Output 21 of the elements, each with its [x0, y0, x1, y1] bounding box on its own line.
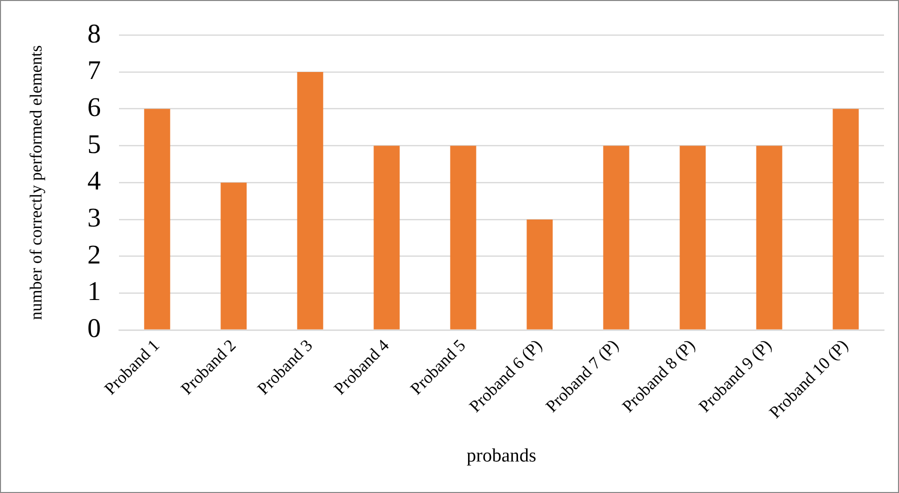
y-tick-label: 8: [87, 18, 101, 48]
bar: [603, 146, 630, 330]
bar: [374, 146, 400, 330]
y-tick-label: 0: [87, 313, 101, 344]
y-tick-label: 6: [87, 92, 101, 122]
y-tick-label: 3: [87, 202, 101, 233]
y-tick-label: 7: [87, 55, 101, 86]
y-tick-label: 4: [87, 166, 102, 196]
y-tick-label: 5: [87, 128, 101, 159]
bar: [832, 108, 859, 330]
y-axis-title: number of correctly performed elements: [26, 45, 46, 320]
bar: [144, 108, 170, 330]
bar: [220, 182, 247, 330]
bar: [297, 72, 324, 330]
bar: [450, 146, 476, 330]
bar: [756, 146, 782, 330]
y-tick-label: 2: [87, 239, 101, 270]
x-axis-title: probands: [466, 446, 536, 467]
bar: [680, 146, 706, 330]
bar: [526, 219, 553, 330]
y-tick-label: 1: [87, 276, 101, 306]
